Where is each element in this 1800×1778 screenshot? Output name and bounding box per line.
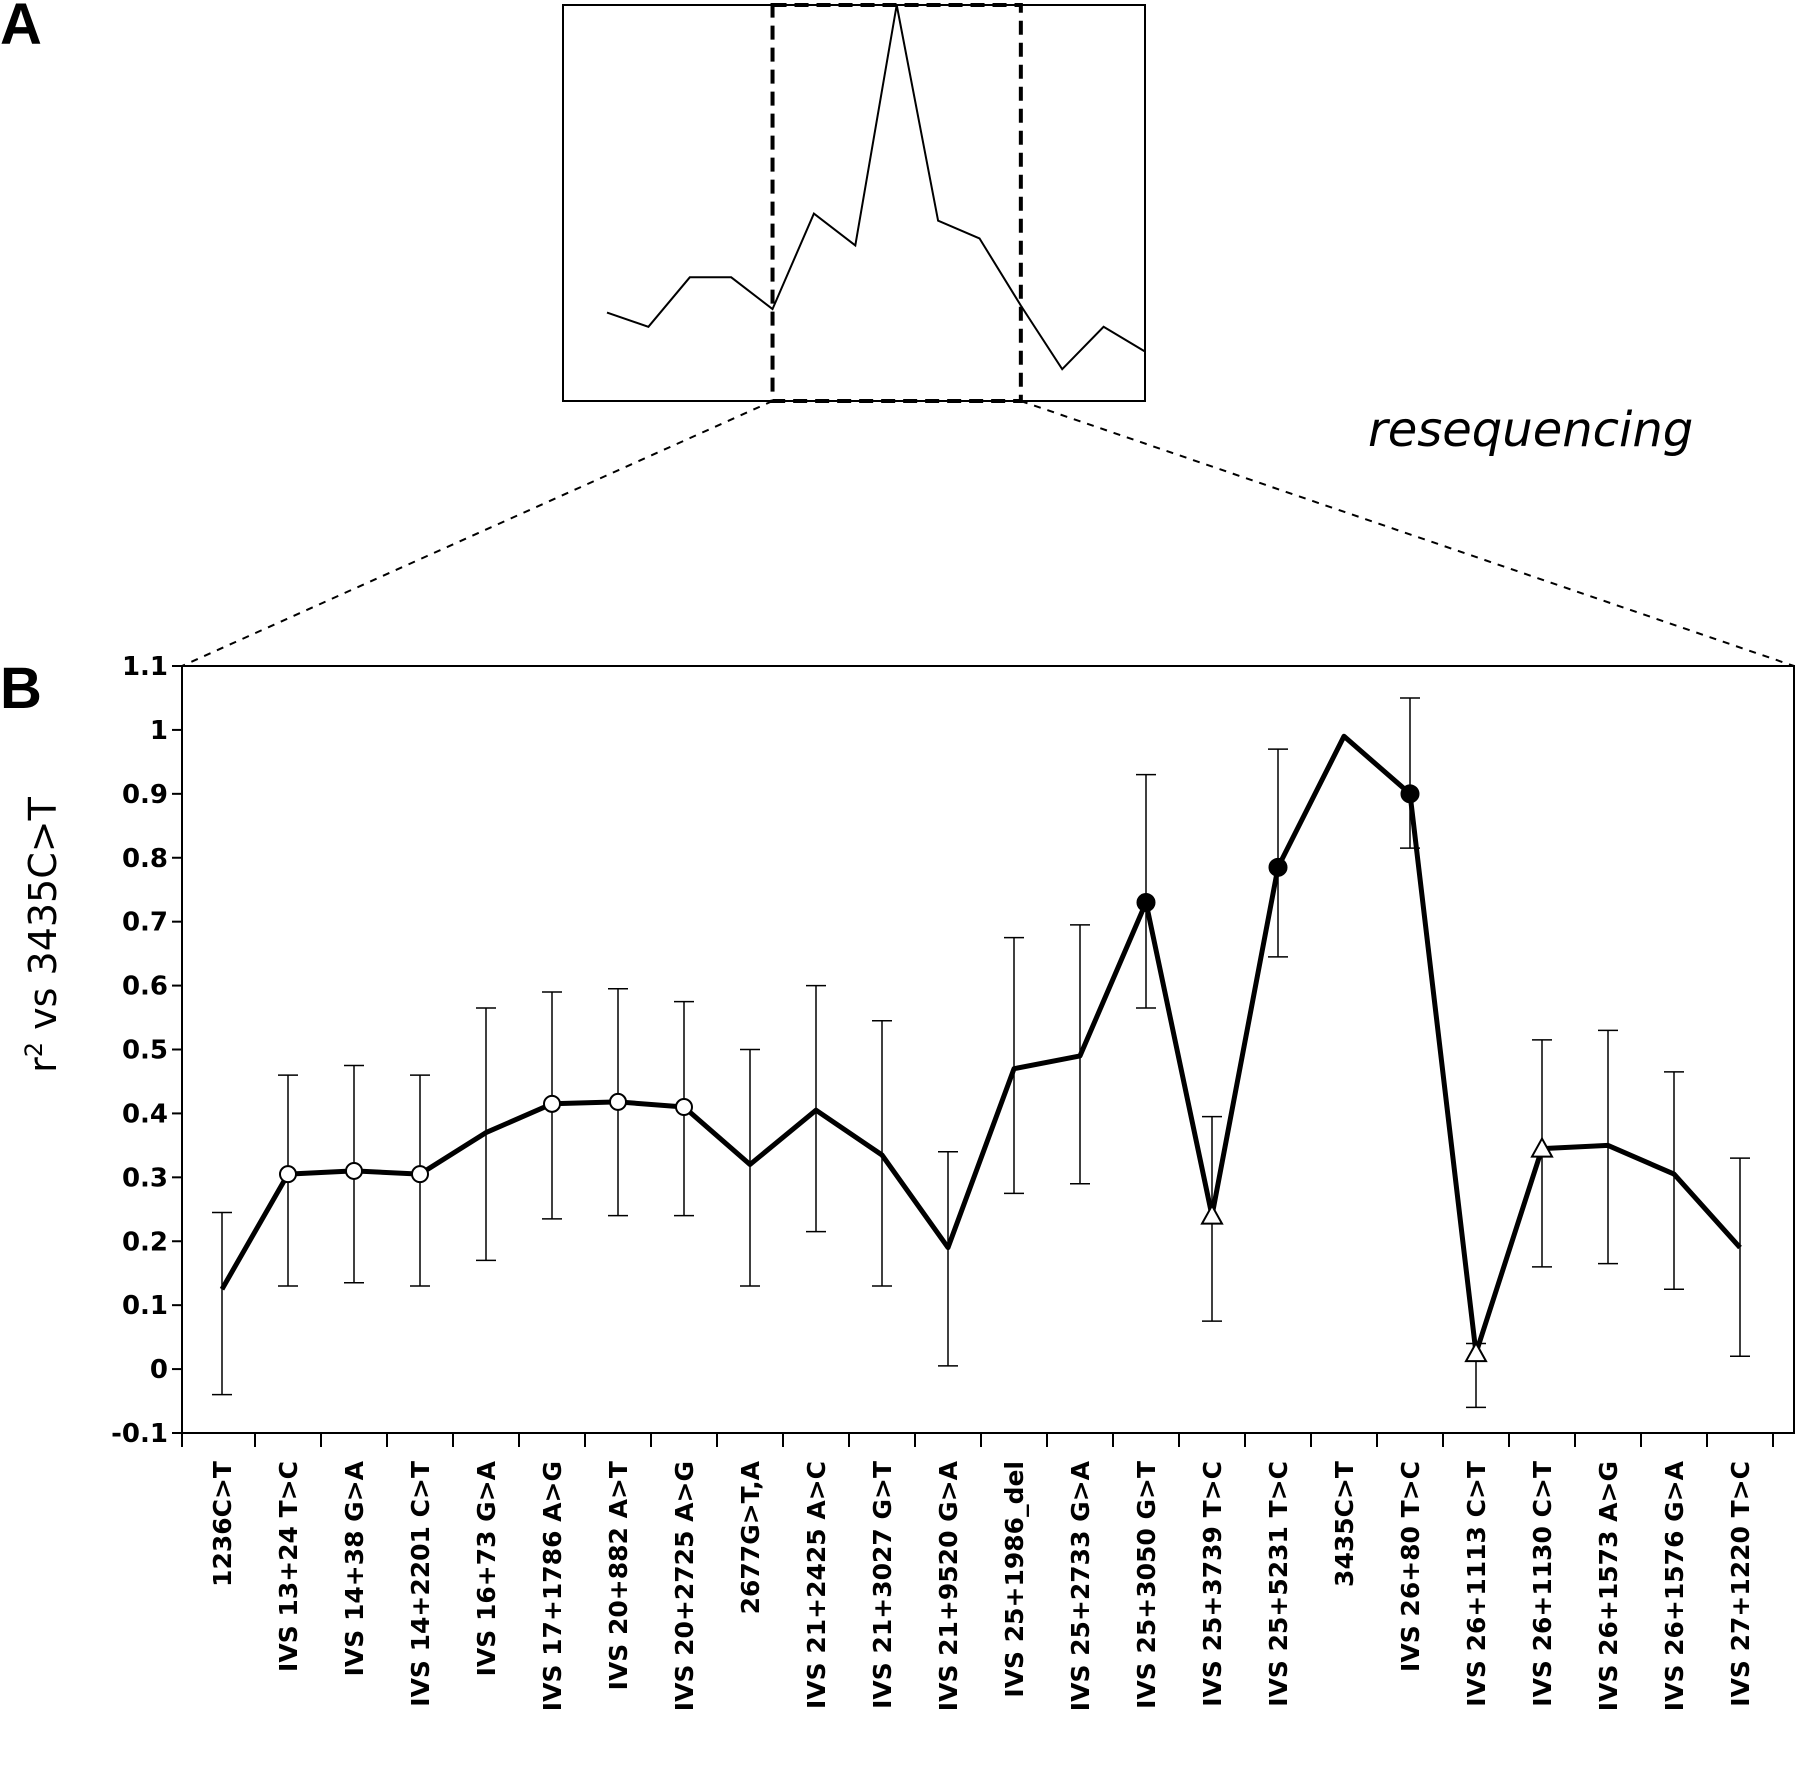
x-tick-label: IVS 26+80 T>C <box>1396 1461 1425 1672</box>
x-tick-label: IVS 21+9520 G>A <box>934 1460 963 1711</box>
x-tick-label: IVS 25+2733 G>A <box>1066 1460 1095 1711</box>
data-point <box>543 1094 561 1113</box>
x-tick-label: IVS 25+3739 T>C <box>1198 1461 1227 1707</box>
x-tick-label: IVS 26+1113 C>T <box>1462 1461 1491 1707</box>
x-tick-label: 2677G>T,A <box>736 1460 765 1614</box>
data-point <box>1530 1136 1554 1158</box>
y-tick-label: 1 <box>150 716 168 746</box>
panel-b-frame <box>181 665 1795 1434</box>
x-tick-label: IVS 26+1573 A>G <box>1594 1461 1623 1711</box>
x-tick-label: IVS 17+1786 A>G <box>538 1461 567 1711</box>
x-tick-label: IVS 14+38 G>A <box>340 1460 369 1676</box>
data-point <box>1200 1203 1224 1225</box>
panel-a-chart <box>562 3 1146 403</box>
zoom-connector-left <box>181 400 773 667</box>
y-tick-label: 0.9 <box>122 780 168 810</box>
data-point <box>279 1165 297 1184</box>
data-point <box>345 1161 363 1180</box>
x-tick-label: 3435C>T <box>1330 1461 1359 1587</box>
error-bars <box>212 697 1750 1409</box>
x-tick-label: IVS 27+1220 T>C <box>1726 1461 1755 1707</box>
y-tick-label: 1.1 <box>122 652 168 682</box>
markers <box>279 784 1554 1363</box>
y-tick-label: 0.7 <box>122 908 168 938</box>
panel-b-label: B <box>0 656 42 721</box>
x-tick-labels: 1236C>T IVS 13+24 T>C IVS 14+38 G>A IVS 14+… <box>208 1460 1755 1711</box>
panel-a-label: A <box>0 0 42 57</box>
x-tick-label: IVS 13+24 T>C <box>274 1461 303 1672</box>
data-point <box>1400 784 1420 804</box>
x-tick-label: IVS 21+2425 A>C <box>802 1461 831 1709</box>
y-tick-label: 0.2 <box>122 1227 168 1257</box>
data-point <box>411 1165 429 1184</box>
data-point <box>675 1098 693 1117</box>
data-point <box>1268 857 1288 877</box>
y-tick-label: 0.8 <box>122 844 168 874</box>
panel-b-chart: -0.1 0 0.1 0.2 0.3 0.4 0.5 0.6 0.7 0.8 0.9 1 1.1 123… <box>20 652 1795 1711</box>
x-tick-label: IVS 21+3027 G>T <box>868 1461 897 1709</box>
y-tick-label: -0.1 <box>111 1419 168 1449</box>
x-tick-label: 1236C>T <box>208 1461 237 1587</box>
series-line <box>219 733 1742 1356</box>
y-tick-label: 0 <box>150 1355 168 1385</box>
y-axis: -0.1 0 0.1 0.2 0.3 0.4 0.5 0.6 0.7 0.8 0.9 1 1.1 <box>111 652 182 1449</box>
x-tick-label: IVS 14+2201 C>T <box>406 1461 435 1707</box>
x-tick-label: IVS 26+1130 C>T <box>1528 1461 1557 1707</box>
x-tick-label: IVS 16+73 G>A <box>472 1460 501 1676</box>
x-tick-label: IVS 25+3050 G>T <box>1132 1461 1161 1709</box>
y-axis-label: r2 vs 3435C>T <box>20 796 65 1072</box>
x-tick-label: IVS 26+1576 G>A <box>1660 1460 1689 1711</box>
data-point <box>1136 892 1156 912</box>
x-tick-label: IVS 20+882 A>T <box>604 1461 633 1690</box>
panel-a-line <box>606 4 1146 371</box>
panel-a-zoom-box <box>770 3 1023 403</box>
y-tick-label: 0.3 <box>122 1163 168 1193</box>
y-tick-label: 0.4 <box>122 1099 168 1129</box>
x-tick-label: IVS 25+5231 T>C <box>1264 1461 1293 1707</box>
data-point <box>609 1092 627 1111</box>
y-tick-label: 0.1 <box>122 1291 168 1321</box>
y-tick-label: 0.6 <box>122 972 168 1002</box>
x-axis <box>181 1433 1774 1447</box>
resequencing-annotation: resequencing <box>1368 402 1693 458</box>
panel-a-frame <box>562 4 1146 402</box>
x-tick-label: IVS 20+2725 A>G <box>670 1461 699 1711</box>
x-tick-label: IVS 25+1986_del <box>1000 1461 1029 1698</box>
zoom-connector-right <box>1020 400 1795 667</box>
y-tick-label: 0.5 <box>122 1036 168 1066</box>
data-point <box>1464 1341 1488 1363</box>
